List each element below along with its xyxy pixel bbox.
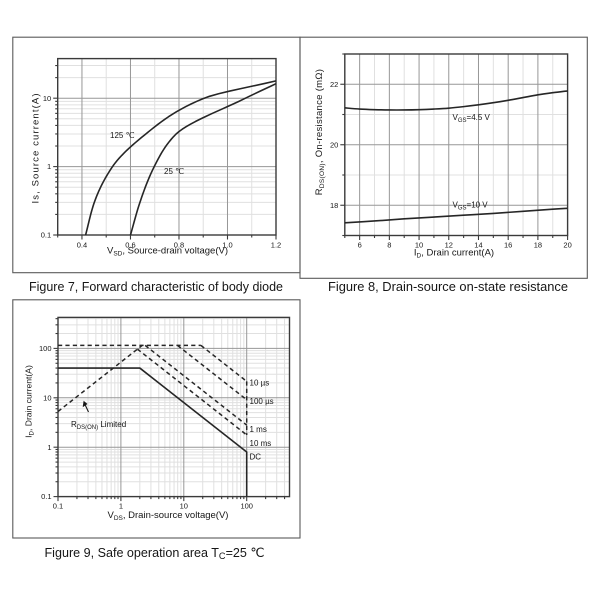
svg-text:ID, Drain current(A): ID, Drain current(A) xyxy=(24,365,36,438)
svg-text:1: 1 xyxy=(47,162,51,171)
svg-text:125 ℃: 125 ℃ xyxy=(110,131,135,140)
svg-text:1.0: 1.0 xyxy=(222,240,232,249)
svg-text:RDS(ON) Limited: RDS(ON) Limited xyxy=(71,420,126,431)
svg-text:0.1: 0.1 xyxy=(53,502,63,511)
svg-text:0.1: 0.1 xyxy=(41,231,51,240)
svg-text:12: 12 xyxy=(445,241,453,250)
svg-text:1: 1 xyxy=(119,502,123,511)
svg-text:18: 18 xyxy=(330,201,338,210)
svg-text:100: 100 xyxy=(39,344,52,353)
svg-text:10: 10 xyxy=(43,393,51,402)
svg-text:18: 18 xyxy=(534,241,542,250)
svg-text:10: 10 xyxy=(415,241,423,250)
svg-text:8: 8 xyxy=(387,241,391,250)
svg-text:10 µs: 10 µs xyxy=(250,379,270,388)
svg-text:6: 6 xyxy=(358,241,362,250)
svg-text:14: 14 xyxy=(474,241,482,250)
svg-text:Figure 9, Safe operation area: Figure 9, Safe operation area TC=25 ℃ xyxy=(45,545,265,562)
svg-text:0.4: 0.4 xyxy=(77,240,87,249)
svg-text:22: 22 xyxy=(330,80,338,89)
svg-text:25 ℃: 25 ℃ xyxy=(164,167,184,176)
svg-text:Figure 7, Forward characterist: Figure 7, Forward characteristic of body… xyxy=(29,279,283,294)
svg-text:10 ms: 10 ms xyxy=(250,439,272,448)
svg-text:100 µs: 100 µs xyxy=(250,397,274,406)
svg-text:0.1: 0.1 xyxy=(41,492,51,501)
svg-text:20: 20 xyxy=(563,241,571,250)
svg-text:VGS=10 V: VGS=10 V xyxy=(453,201,489,212)
svg-text:1.2: 1.2 xyxy=(271,240,281,249)
svg-text:ID, Drain current(A): ID, Drain current(A) xyxy=(414,248,494,260)
svg-text:1: 1 xyxy=(47,443,51,452)
svg-text:10: 10 xyxy=(180,502,188,511)
svg-text:DC: DC xyxy=(250,453,262,462)
svg-text:Is, Source current(A): Is, Source current(A) xyxy=(31,94,42,204)
svg-text:0.8: 0.8 xyxy=(174,240,184,249)
svg-text:VDS, Drain-source voltage(V): VDS, Drain-source voltage(V) xyxy=(108,510,229,522)
svg-text:16: 16 xyxy=(504,241,512,250)
svg-text:1 ms: 1 ms xyxy=(250,425,267,434)
svg-text:VGS=4.5 V: VGS=4.5 V xyxy=(453,113,491,124)
svg-text:20: 20 xyxy=(330,140,338,149)
svg-text:Figure 8, Drain-source on-stat: Figure 8, Drain-source on-state resistan… xyxy=(328,279,568,294)
svg-text:0.6: 0.6 xyxy=(125,240,135,249)
svg-text:10: 10 xyxy=(43,94,51,103)
svg-text:VSD, Source-drain voltage(V): VSD, Source-drain voltage(V) xyxy=(107,246,228,258)
svg-text:RDS(ON), On-resistance (mΩ): RDS(ON), On-resistance (mΩ) xyxy=(314,69,326,196)
svg-text:100: 100 xyxy=(240,502,253,511)
